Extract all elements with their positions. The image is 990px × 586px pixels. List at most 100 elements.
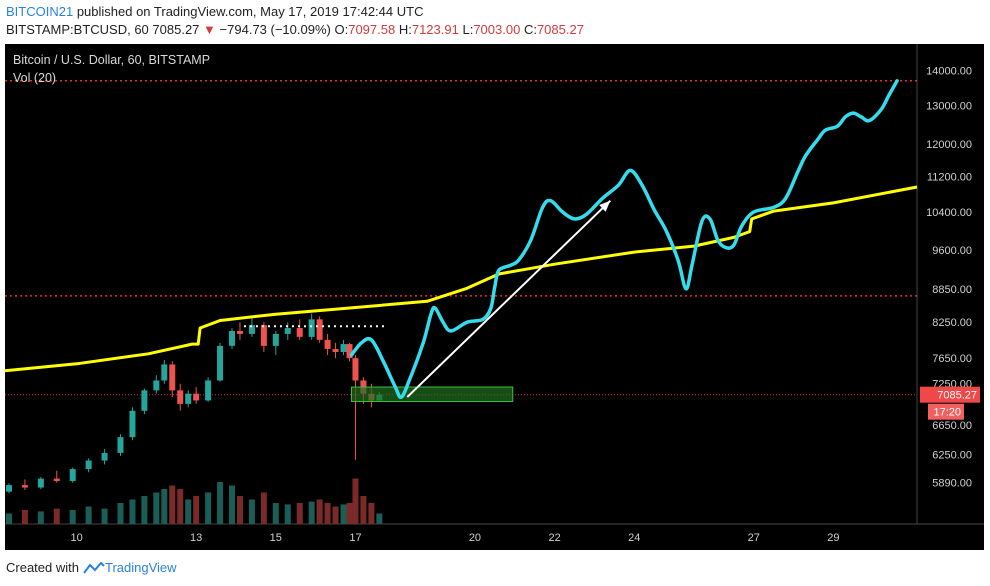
chart-area[interactable]: 5890.00 6250.00 6650.00 7250.00 7650.00 8250.… <box>5 44 984 550</box>
volume-bar-34 <box>376 513 383 524</box>
y-tick-label-4: 7650.00 <box>932 353 972 365</box>
volume-bar-11 <box>161 489 168 524</box>
volume-bar-13 <box>177 489 184 524</box>
y-tick-label-1: 6250.00 <box>932 449 972 461</box>
candle-body-11 <box>161 364 168 381</box>
candle-body-25 <box>308 319 315 337</box>
created-with-text: Created with <box>6 560 79 575</box>
price-change: −794.73 (−10.09%) <box>219 22 331 37</box>
candle-body-6 <box>101 452 108 461</box>
candle-body-15 <box>193 393 200 401</box>
volume-bar-6 <box>101 508 108 524</box>
y-tick-label-12: 14000.00 <box>926 65 972 77</box>
candle-body-12 <box>169 364 176 391</box>
x-tick-label-7: 27 <box>748 532 760 544</box>
volume-bar-12 <box>169 485 176 524</box>
volume-bar-4 <box>69 510 76 524</box>
y-tick-label-11: 13000.00 <box>926 101 972 113</box>
volume-bar-25 <box>308 501 315 524</box>
volume-bar-27 <box>324 503 331 524</box>
candle-body-0 <box>5 485 12 492</box>
volume-bar-20 <box>248 499 255 524</box>
candle-body-4 <box>69 469 76 482</box>
candle-body-27 <box>324 339 331 349</box>
tradingview-logo-icon <box>83 561 105 574</box>
candle-body-5 <box>85 460 92 470</box>
footer: Created with TradingView <box>6 560 177 575</box>
volume-bar-9 <box>141 496 148 524</box>
candle-body-13 <box>177 390 184 404</box>
candle-body-30 <box>346 344 353 359</box>
volume-bar-19 <box>236 496 243 524</box>
candle-body-9 <box>141 390 148 411</box>
volume-bar-5 <box>85 506 92 524</box>
candle-body-17 <box>217 345 224 381</box>
candle-body-16 <box>205 380 212 401</box>
chart-legend-title: Bitcoin / U.S. Dollar, 60, BITSTAMP <box>13 53 211 67</box>
open-value: 7097.58 <box>348 22 396 37</box>
volume-bar-28 <box>332 506 339 524</box>
close-label: C: <box>523 22 537 37</box>
author-link[interactable]: BITCOIN21 <box>6 4 74 19</box>
open-label: O: <box>334 22 349 37</box>
countdown-tag-bg <box>928 403 964 420</box>
low-label: L: <box>462 22 474 37</box>
candle-body-26 <box>316 319 323 340</box>
y-tick-label-9: 11200.00 <box>927 172 972 184</box>
candle-body-1 <box>21 485 28 488</box>
yellow-trend-line <box>5 185 918 373</box>
y-tick-label-7: 9600.00 <box>932 245 972 257</box>
x-tick-label-0: 10 <box>71 532 83 544</box>
published-text: published on TradingView.com, May 17, 20… <box>76 4 424 19</box>
projection-arrow-head <box>599 200 611 212</box>
x-tick-label-6: 24 <box>628 532 640 544</box>
price-chart-svg[interactable]: 5890.006250.006650.007250.007650.008250.… <box>5 44 984 550</box>
volume-bar-21 <box>260 492 267 524</box>
volume-bar-24 <box>296 503 303 524</box>
x-tick-label-2: 15 <box>270 532 282 544</box>
volume-bar-23 <box>284 504 291 524</box>
down-arrow-icon: ▼ <box>203 22 216 37</box>
tradingview-brand-label: TradingView <box>104 560 177 575</box>
candle-body-14 <box>185 393 192 404</box>
volume-bar-30 <box>346 503 353 524</box>
candle-body-28 <box>332 348 339 352</box>
candle-body-22 <box>272 333 279 346</box>
symbol-label: BITSTAMP:BTCUSD, 60 <box>6 22 149 37</box>
y-tick-label-6: 8850.00 <box>932 284 972 296</box>
volume-bar-15 <box>193 496 200 524</box>
candle-body-10 <box>153 380 160 391</box>
volume-bar-10 <box>153 492 160 524</box>
close-value: 7085.27 <box>536 22 584 37</box>
y-tick-label-8: 10400.00 <box>926 207 972 219</box>
candle-body-31 <box>352 358 359 381</box>
chart-header-ohlc-line: BITSTAMP:BTCUSD, 60 7085.27 ▼ −794.73 (−… <box>6 22 584 37</box>
x-tick-label-1: 13 <box>190 532 202 544</box>
volume-bar-32 <box>360 496 367 524</box>
x-tick-label-3: 17 <box>349 532 361 544</box>
x-tick-label-8: 29 <box>827 532 839 544</box>
candle-body-3 <box>53 478 60 482</box>
y-tick-label-10: 12000.00 <box>926 139 972 151</box>
volume-bar-14 <box>185 499 192 524</box>
volume-bar-0 <box>5 513 12 524</box>
tradingview-brand[interactable]: TradingView <box>83 560 177 575</box>
projection-arrow-shaft <box>406 199 612 398</box>
volume-bar-1 <box>21 510 28 524</box>
volume-legend: Vol (20) <box>13 71 57 85</box>
candle-body-21 <box>260 325 267 346</box>
chart-header-publish-line: BITCOIN21 published on TradingView.com, … <box>6 4 423 19</box>
volume-bar-33 <box>368 503 375 524</box>
candle-body-19 <box>236 330 243 334</box>
volume-bar-3 <box>53 508 60 524</box>
volume-bar-8 <box>129 499 136 524</box>
candle-body-23 <box>284 328 291 334</box>
candle-body-7 <box>117 437 124 453</box>
cyan-projection-line <box>349 79 899 399</box>
volume-bar-17 <box>217 482 224 524</box>
y-tick-label-0: 5890.00 <box>932 478 972 490</box>
volume-bar-16 <box>205 492 212 524</box>
last-price-tag-text: 7085.27 <box>937 390 977 402</box>
candle-body-20 <box>248 325 255 334</box>
volume-bar-26 <box>316 499 323 524</box>
